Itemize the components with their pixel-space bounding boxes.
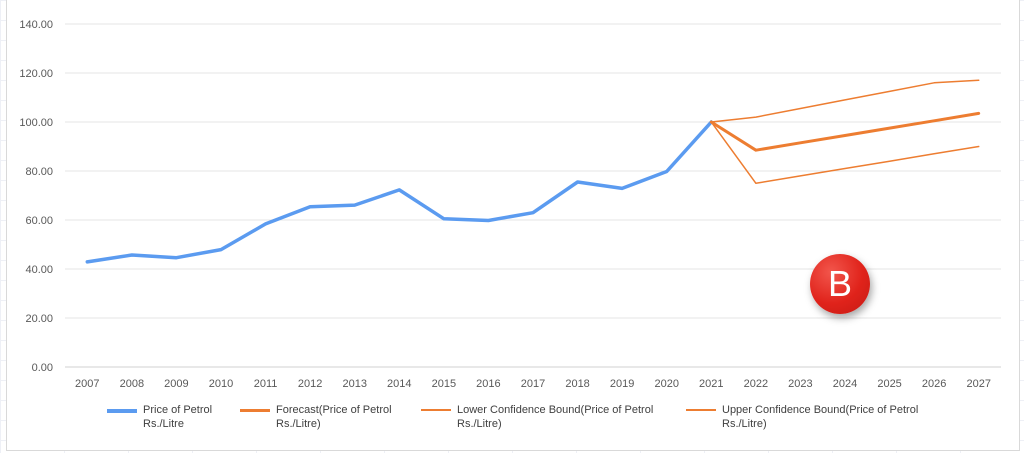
x-tick-label: 2012	[298, 378, 322, 390]
legend-item-price-of-petrol[interactable]: Price of Petrol Rs./Litre	[107, 403, 353, 431]
x-tick-label: 2023	[788, 378, 812, 390]
legend-label-price-of-petrol: Price of Petrol Rs./Litre	[143, 403, 353, 431]
series-line-3	[710, 121, 980, 185]
badge-b-marker: B	[810, 254, 870, 314]
y-tick-label: 40.00	[25, 264, 53, 276]
legend-item-upper-confidence-bound[interactable]: Upper Confidence Bound(Price of Petrol R…	[686, 403, 932, 431]
legend-label-line1: Price of Petrol	[143, 404, 213, 416]
legend-swatch-lower-confidence-bound	[421, 409, 451, 411]
legend-label-line2: Rs./Litre	[143, 418, 184, 430]
petrol-price-line-chart: 0.00 20.00 40.00 60.00 80.00 100.00 120.00 140.…	[19, 19, 1001, 390]
x-tick-label: 2009	[164, 378, 188, 390]
chart-area[interactable]: 0.00 20.00 40.00 60.00 80.00 100.00 120.00 140.…	[6, 0, 1020, 451]
y-tick-label: 20.00	[25, 313, 53, 325]
series-lines	[85, 79, 981, 264]
x-axis-tick-labels: 2007 2008 2009 2010 2011 2012 2013 2014 2015 2016…	[75, 378, 991, 390]
y-tick-label: 0.00	[32, 362, 53, 374]
y-tick-label: 140.00	[19, 19, 53, 31]
legend-label-line1: Forecast(Price of Petrol	[276, 404, 392, 416]
legend-item-lower-confidence-bound[interactable]: Lower Confidence Bound(Price of Petrol R…	[421, 403, 667, 431]
y-tick-label: 80.00	[25, 166, 53, 178]
x-tick-label: 2010	[209, 378, 233, 390]
series-line-4	[710, 79, 980, 123]
x-tick-label: 2016	[476, 378, 500, 390]
legend-label-forecast: Forecast(Price of Petrol Rs./Litre)	[276, 403, 486, 431]
series-line-2	[709, 111, 981, 152]
legend-swatch-price-of-petrol	[107, 409, 137, 413]
legend-label-line2: Rs./Litre)	[457, 418, 502, 430]
legend-label-line2: Rs./Litre)	[276, 418, 321, 430]
x-tick-label: 2017	[521, 378, 545, 390]
y-axis-tick-labels: 0.00 20.00 40.00 60.00 80.00 100.00 120.00 140.…	[19, 19, 53, 374]
x-tick-label: 2026	[922, 378, 946, 390]
x-tick-label: 2013	[342, 378, 366, 390]
y-tick-label: 100.00	[19, 117, 53, 129]
x-tick-label: 2018	[565, 378, 589, 390]
x-tick-label: 2024	[833, 378, 857, 390]
legend-swatch-upper-confidence-bound	[686, 409, 716, 411]
x-tick-label: 2008	[120, 378, 144, 390]
badge-letter: B	[827, 263, 852, 304]
x-tick-label: 2021	[699, 378, 723, 390]
y-tick-label: 60.00	[25, 215, 53, 227]
series-line-1	[85, 120, 714, 264]
legend-swatch-forecast	[240, 409, 270, 412]
y-tick-label: 120.00	[19, 68, 53, 80]
x-tick-label: 2025	[877, 378, 901, 390]
legend-label-line1: Upper Confidence Bound(Price of Petrol	[722, 404, 919, 416]
x-tick-label: 2027	[966, 378, 990, 390]
x-tick-label: 2007	[75, 378, 99, 390]
x-tick-label: 2015	[432, 378, 456, 390]
legend-label-lower-confidence-bound: Lower Confidence Bound(Price of Petrol R…	[457, 403, 667, 431]
legend-label-line2: Rs./Litre)	[722, 418, 767, 430]
x-tick-label: 2014	[387, 378, 411, 390]
x-tick-label: 2020	[654, 378, 678, 390]
legend-label-upper-confidence-bound: Upper Confidence Bound(Price of Petrol R…	[722, 403, 932, 431]
legend-label-line1: Lower Confidence Bound(Price of Petrol	[457, 404, 654, 416]
x-tick-label: 2011	[254, 378, 278, 390]
gridlines	[65, 23, 1001, 368]
x-tick-label: 2022	[744, 378, 768, 390]
legend-item-forecast[interactable]: Forecast(Price of Petrol Rs./Litre)	[240, 403, 486, 431]
x-tick-label: 2019	[610, 378, 634, 390]
